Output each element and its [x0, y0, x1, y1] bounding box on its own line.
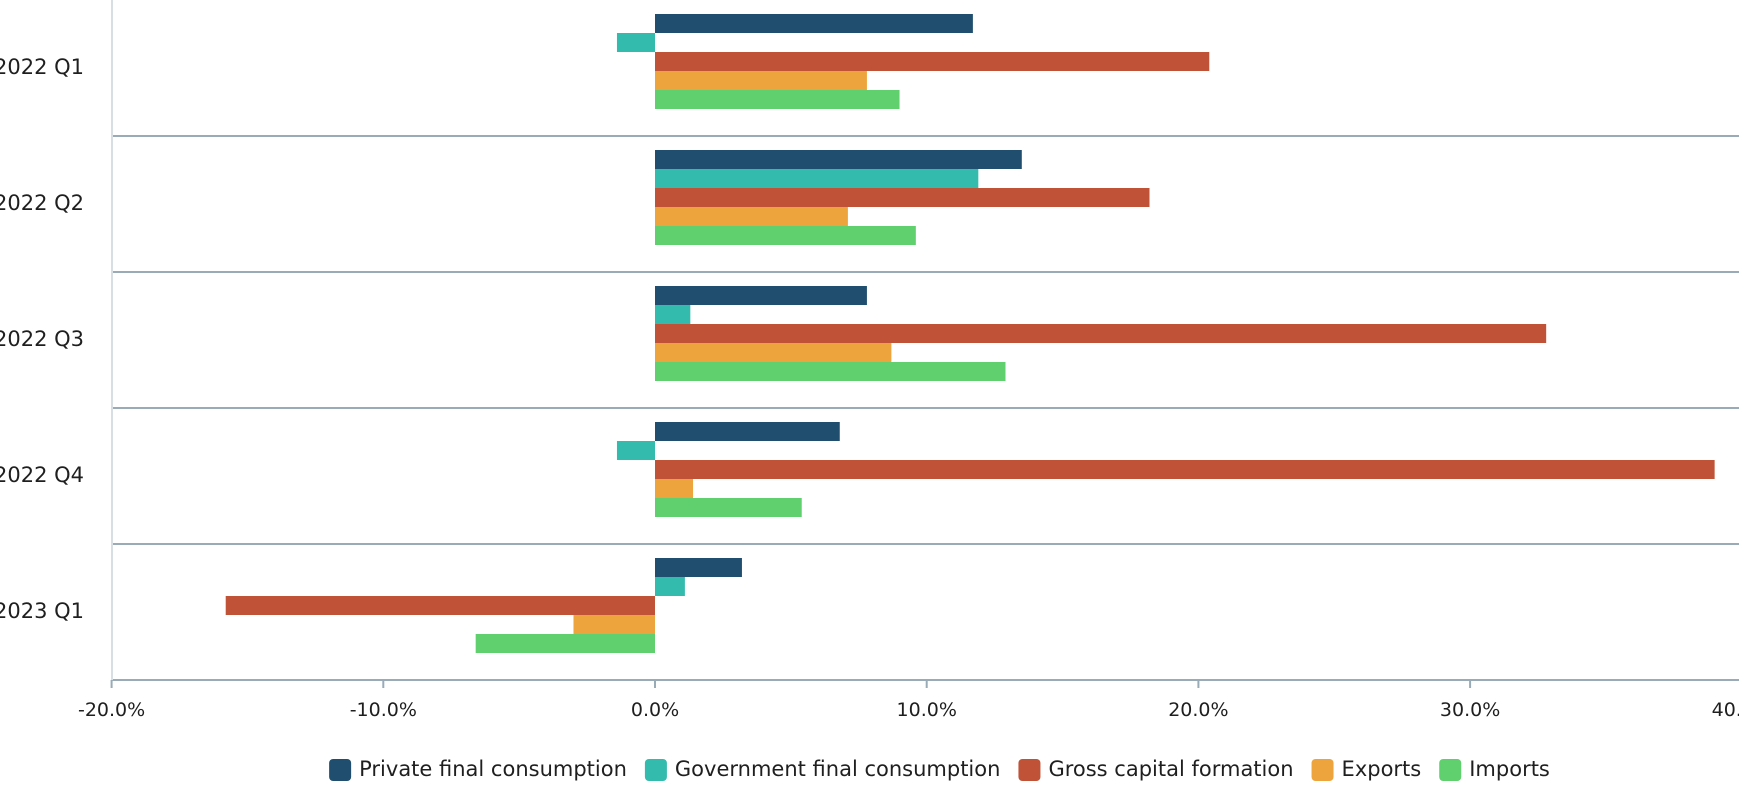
bar-government-final-consumption-2022-q3 — [655, 305, 691, 324]
bar-imports-2023-q1 — [475, 634, 655, 653]
bar-gross-capital-formation-2023-q1 — [225, 596, 656, 615]
bar-exports-2023-q1 — [573, 615, 655, 634]
bar-private-final-consumption-2022-q4 — [655, 422, 840, 441]
category-label: 2022 Q1 — [0, 55, 84, 79]
bar-imports-2022-q3 — [655, 362, 1006, 381]
legend-label: Imports — [1469, 757, 1550, 781]
category-label: 2022 Q3 — [0, 327, 84, 351]
legend-swatch — [1018, 759, 1041, 781]
bar-exports-2022-q3 — [655, 343, 892, 362]
x-tick-label: 20.0% — [1168, 699, 1228, 721]
legend: Private final consumption Government fina… — [329, 757, 1550, 781]
category-labels: 2022 Q1 2022 Q2 2022 Q3 2022 Q4 2023 Q1 — [0, 55, 84, 623]
legend-swatch — [329, 759, 352, 781]
category-label: 2023 Q1 — [0, 599, 84, 623]
legend-swatch — [644, 759, 667, 781]
legend-label: Gross capital formation — [1048, 757, 1293, 781]
bar-gross-capital-formation-2022-q1 — [655, 52, 1210, 71]
legend-swatch — [1439, 759, 1462, 781]
bar-private-final-consumption-2022-q2 — [655, 150, 1022, 169]
bar-gross-capital-formation-2022-q3 — [655, 324, 1547, 343]
bar-government-final-consumption-2022-q4 — [616, 441, 655, 460]
bar-government-final-consumption-2022-q2 — [655, 169, 979, 188]
bar-exports-2022-q1 — [655, 71, 867, 90]
x-axis: -20.0% -10.0% 0.0% 10.0% 20.0% 30.0% 40.0% — [78, 0, 1739, 721]
bar-imports-2022-q1 — [655, 90, 900, 109]
bar-imports-2022-q2 — [655, 226, 916, 245]
x-tick-label: -10.0% — [350, 699, 417, 721]
bar-gross-capital-formation-2022-q2 — [655, 188, 1150, 207]
legend-swatch — [1311, 759, 1334, 781]
bar-government-final-consumption-2023-q1 — [655, 577, 685, 596]
x-tick-label: 10.0% — [897, 699, 957, 721]
legend-label: Government final consumption — [675, 757, 1001, 781]
category-label: 2022 Q4 — [0, 463, 84, 487]
bar-government-final-consumption-2022-q1 — [616, 33, 655, 52]
bar-exports-2022-q2 — [655, 207, 848, 226]
x-tick-label: -20.0% — [78, 699, 145, 721]
bar-private-final-consumption-2023-q1 — [655, 558, 742, 577]
legend-label: Exports — [1342, 757, 1422, 781]
bar-private-final-consumption-2022-q3 — [655, 286, 867, 305]
bar-imports-2022-q4 — [655, 498, 802, 517]
bar-gross-capital-formation-2022-q4 — [655, 460, 1715, 479]
x-tick-label: 40.0% — [1712, 699, 1739, 721]
category-label: 2022 Q2 — [0, 191, 84, 215]
bar-private-final-consumption-2022-q1 — [655, 14, 973, 33]
bar-exports-2022-q4 — [655, 479, 694, 498]
x-tick-label: 0.0% — [631, 699, 679, 721]
x-tick-label: 30.0% — [1440, 699, 1500, 721]
legend-label: Private final consumption — [359, 757, 627, 781]
bars-group — [225, 14, 1715, 653]
